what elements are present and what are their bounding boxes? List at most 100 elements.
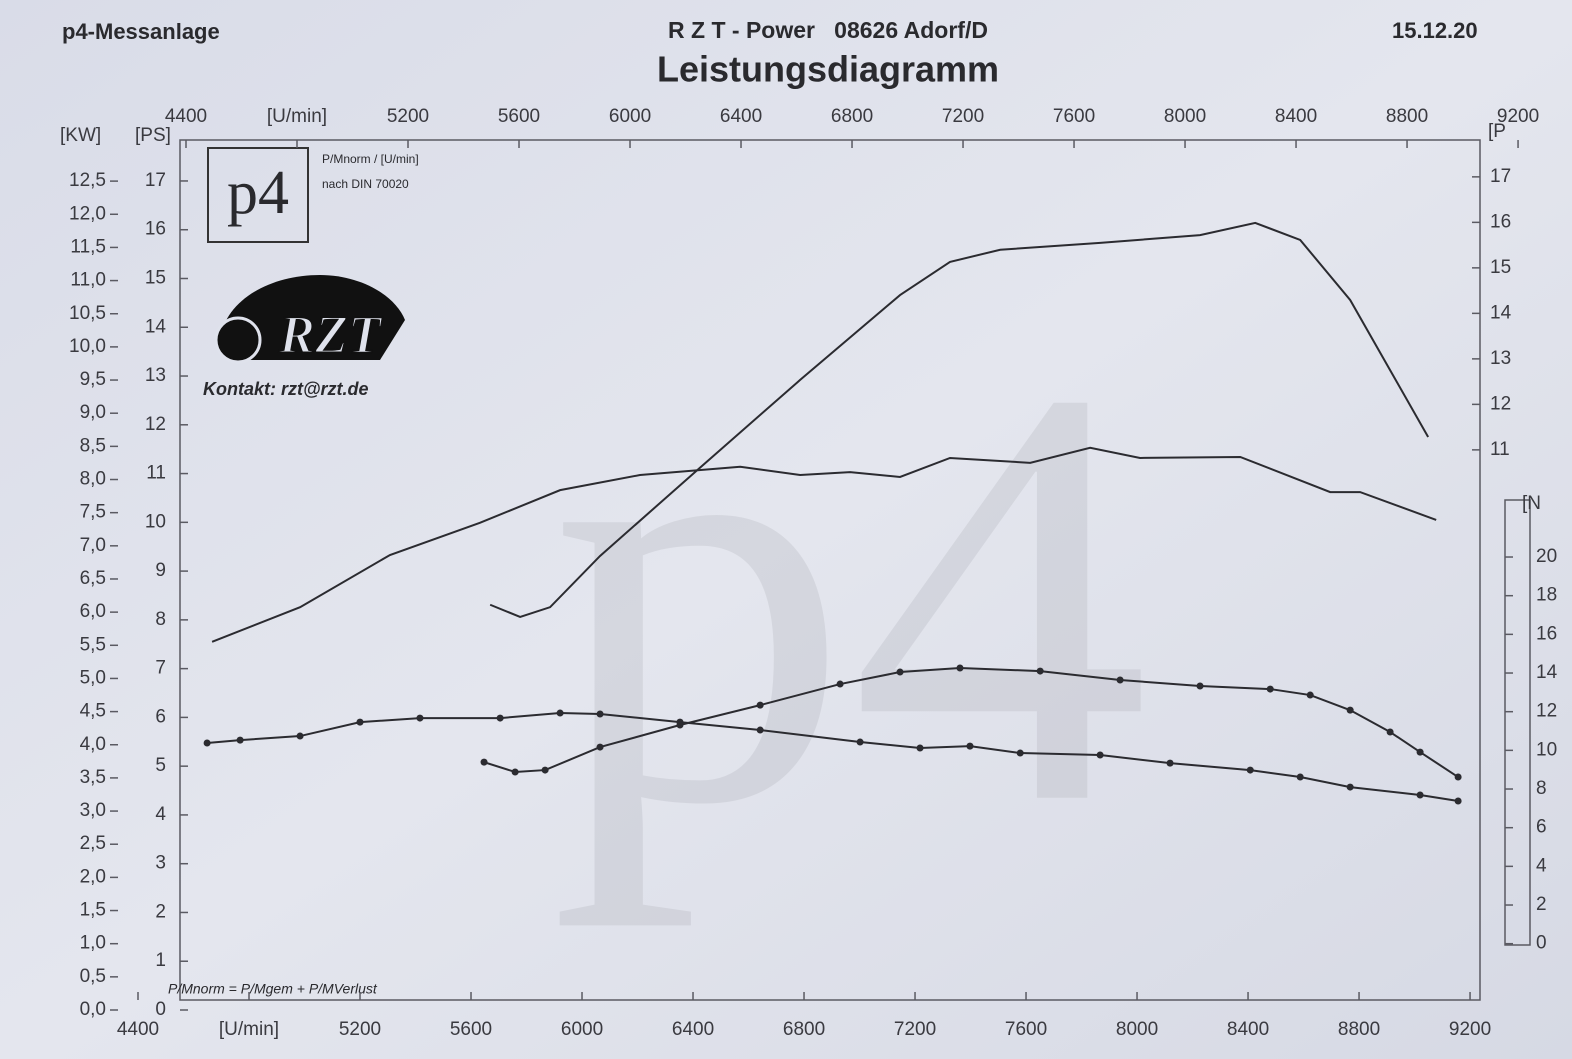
series-marker [756, 701, 764, 709]
series-marker [416, 714, 424, 722]
top-x-tick-label: 6000 [609, 106, 651, 127]
kw-tick-label: 6,5 [80, 568, 106, 589]
formula: P/Mnorm = P/Mgem + P/MVerlust [168, 981, 378, 997]
ps-tick-label: 0 [155, 999, 166, 1020]
kw-tick-label: 3,5 [80, 767, 106, 788]
series-marker [1266, 685, 1274, 693]
ps-tick-label: 2 [155, 901, 166, 922]
p-axis-label: [P [1488, 121, 1506, 142]
header-center: R Z T - Power 08626 Adorf/D [668, 17, 988, 43]
kw-tick-label: 1,0 [80, 933, 106, 954]
ps-tick-label: 15 [145, 268, 166, 289]
x-tick-label: 8400 [1227, 1019, 1269, 1040]
p-tick-label: 16 [1490, 211, 1511, 232]
series-marker [1166, 759, 1174, 767]
ps-tick-label: 8 [155, 609, 166, 630]
brand-logo-shape [220, 275, 405, 360]
series-marker [236, 736, 244, 744]
top-x-tick-label: 8400 [1275, 106, 1317, 127]
contact: Kontakt: rzt@rzt.de [203, 379, 369, 399]
series-marker [1296, 773, 1304, 781]
kw-tick-label: 7,5 [80, 502, 106, 523]
kw-tick-label: 0,5 [80, 966, 106, 987]
ps-tick-label: 16 [145, 219, 166, 240]
top-x-tick-label: 8800 [1386, 106, 1428, 127]
kw-tick-label: 10,5 [69, 303, 106, 324]
ps-tick-label: 14 [145, 316, 167, 337]
din-note: nach DIN 70020 [322, 177, 409, 191]
kw-tick-label: 3,0 [80, 800, 106, 821]
kw-tick-label: 4,5 [80, 701, 106, 722]
kw-tick-label: 11,5 [70, 236, 106, 257]
nm-tick-label: 20 [1536, 546, 1557, 567]
ps-tick-label: 5 [155, 755, 166, 776]
x-tick-label: 7600 [1005, 1019, 1047, 1040]
x-tick-label: 8800 [1338, 1019, 1380, 1040]
kw-tick-label: 1,5 [80, 900, 106, 921]
nm-tick-label: 12 [1536, 701, 1557, 722]
nm-tick-label: 18 [1536, 585, 1557, 606]
x-tick-label: 5600 [450, 1019, 492, 1040]
watermark: p4 [550, 263, 1150, 929]
kw-tick-label: 9,5 [80, 369, 106, 390]
p-tick-label: 11 [1490, 439, 1510, 460]
header-left: p4-Messanlage [62, 19, 220, 44]
series-marker [756, 726, 764, 734]
x-tick-label: 6800 [783, 1019, 825, 1040]
ps-tick-label: 6 [155, 706, 166, 727]
top-x-tick-label: [U/min] [267, 106, 327, 127]
series-marker [1416, 748, 1424, 756]
x-tick-label: 5200 [339, 1019, 381, 1040]
nm-tick-label: 2 [1536, 894, 1547, 915]
top-x-tick-label: 7600 [1053, 106, 1095, 127]
p-tick-label: 13 [1490, 348, 1511, 369]
p-tick-label: 14 [1490, 302, 1512, 323]
p-tick-label: 15 [1490, 257, 1511, 278]
kw-tick-label: 5,5 [80, 634, 106, 655]
top-x-tick-label: 6800 [831, 106, 873, 127]
kw-tick-label: 12,5 [69, 170, 106, 191]
header-date: 15.12.20 [1392, 18, 1478, 43]
top-x-tick-label: 5600 [498, 106, 540, 127]
nm-tick-label: 8 [1536, 778, 1547, 799]
top-x-tick-label: 6400 [720, 106, 762, 127]
ps-tick-label: 17 [145, 170, 166, 191]
x-tick-label: 7200 [894, 1019, 936, 1040]
series-marker [1346, 783, 1354, 791]
ps-tick-label: 9 [155, 560, 166, 581]
series-marker [856, 738, 864, 746]
series-marker [896, 668, 904, 676]
series-marker [1454, 797, 1462, 805]
series-marker [1346, 706, 1354, 714]
ps-axis-label: [PS] [135, 125, 171, 146]
series-marker [1386, 728, 1394, 736]
series-marker [1196, 682, 1204, 690]
p-tick-label: 17 [1490, 166, 1511, 187]
nm-tick-label: 14 [1536, 662, 1558, 683]
top-x-tick-label: 9200 [1497, 106, 1539, 127]
top-x-tick-label: 4400 [165, 106, 207, 127]
series-marker [1246, 766, 1254, 774]
top-x-tick-label: 8000 [1164, 106, 1206, 127]
kw-tick-label: 8,0 [80, 469, 106, 490]
series-marker [541, 766, 549, 774]
kw-tick-label: 12,0 [69, 203, 106, 224]
kw-tick-label: 6,0 [80, 601, 106, 622]
series-marker [916, 744, 924, 752]
series-marker [1416, 791, 1424, 799]
top-x-tick-label: 7200 [942, 106, 984, 127]
nm-tick-label: 10 [1536, 739, 1557, 760]
nm-axis-label: [N [1522, 493, 1541, 514]
kw-axis-label: [KW] [60, 125, 101, 146]
x-tick-label: 6000 [561, 1019, 603, 1040]
ps-tick-label: 10 [145, 511, 166, 532]
series-marker [203, 739, 211, 747]
series-line [211, 446, 1437, 643]
kw-tick-label: 9,0 [80, 402, 106, 423]
series-line [483, 666, 1459, 778]
ps-tick-label: 12 [145, 414, 166, 435]
series-marker [596, 710, 604, 718]
series-marker [1116, 676, 1124, 684]
